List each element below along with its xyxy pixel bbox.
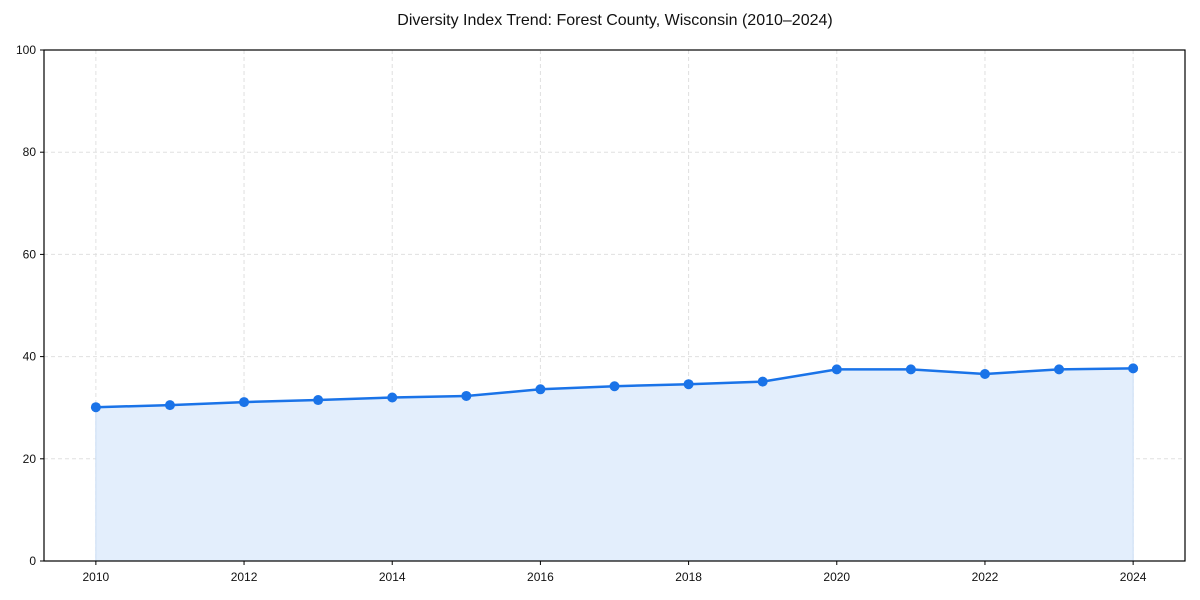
data-point — [1054, 364, 1065, 375]
data-point — [313, 395, 324, 406]
data-point — [387, 392, 398, 403]
data-markers — [90, 363, 1139, 413]
data-point — [683, 379, 694, 390]
x-axis: 2010 2012 2014 2016 2018 2020 2022 2024 — [83, 561, 1147, 584]
y-tick-label: 40 — [23, 350, 37, 364]
x-tick-label: 2020 — [823, 570, 850, 584]
chart-title: Diversity Index Trend: Forest County, Wi… — [397, 12, 833, 29]
data-point — [164, 400, 175, 411]
data-point — [90, 402, 101, 413]
data-point — [979, 368, 990, 379]
y-axis: 0 20 40 60 80 100 — [16, 43, 44, 568]
data-point — [461, 390, 472, 401]
data-point — [239, 397, 250, 408]
data-point — [1128, 363, 1139, 374]
y-tick-label: 0 — [29, 554, 36, 568]
x-tick-label: 2024 — [1120, 570, 1147, 584]
data-point — [905, 364, 916, 375]
x-tick-label: 2018 — [675, 570, 702, 584]
data-point — [535, 384, 546, 395]
y-tick-label: 60 — [23, 247, 37, 261]
x-tick-label: 2014 — [379, 570, 406, 584]
plot-frame — [43, 49, 1186, 562]
x-tick-label: 2016 — [527, 570, 554, 584]
x-tick-label: 2012 — [231, 570, 258, 584]
y-tick-label: 80 — [23, 145, 37, 159]
y-tick-label: 100 — [16, 43, 36, 57]
data-point — [757, 376, 768, 387]
x-tick-label: 2010 — [83, 570, 110, 584]
data-point — [831, 364, 842, 375]
area-fill — [95, 367, 1134, 562]
y-tick-label: 20 — [23, 452, 37, 466]
data-point — [609, 381, 620, 392]
x-tick-label: 2022 — [972, 570, 999, 584]
